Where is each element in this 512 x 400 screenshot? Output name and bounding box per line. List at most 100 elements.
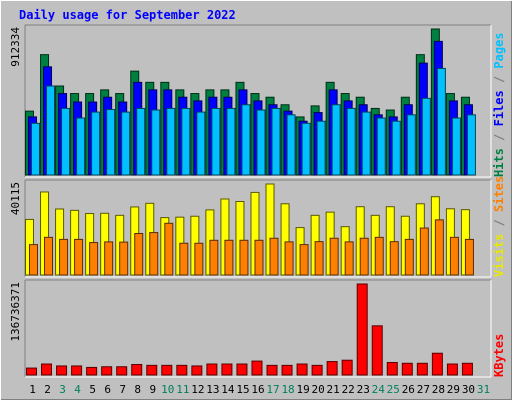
x-tick-label-24: 24	[372, 383, 386, 396]
bar-pages-day-5	[91, 111, 101, 176]
bar-sites-day-21	[329, 237, 339, 276]
x-tick-label-25: 25	[387, 383, 400, 396]
bar-kbytes-day-19	[296, 363, 308, 376]
bar-pages-day-18	[286, 114, 296, 176]
bar-kbytes-day-29	[446, 363, 458, 376]
bar-kbytes-day-3	[56, 365, 68, 376]
bar-pages-day-4	[76, 117, 86, 176]
bar-sites-day-23	[359, 237, 369, 276]
x-tick-label-6: 6	[104, 383, 111, 396]
bar-kbytes-day-16	[251, 360, 263, 376]
x-axis: 1 2 3 4 5 6 7 8 9 10 11 12 13 14 15 16 17 18 19 20 21 22 23 24 2…	[29, 383, 490, 396]
bar-sites-day-7	[119, 241, 129, 276]
bar-kbytes-day-12	[191, 365, 203, 376]
bar-pages-day-28	[436, 67, 446, 176]
x-tick-label-20: 20	[312, 383, 325, 396]
bar-sites-day-1	[29, 244, 38, 276]
x-tick-label-26: 26	[402, 383, 415, 396]
y-max-label: 912334	[9, 27, 22, 67]
bar-kbytes-day-11	[176, 364, 188, 376]
bar-sites-day-22	[344, 241, 354, 276]
x-tick-label-11: 11	[176, 383, 189, 396]
x-tick-label-14: 14	[221, 383, 235, 396]
bar-sites-day-13	[209, 239, 219, 276]
legend-entry: /	[492, 212, 506, 234]
bar-pages-day-15	[241, 104, 251, 176]
bar-sites-day-24	[374, 236, 384, 276]
bar-pages-day-2	[46, 85, 56, 176]
bar-pages-day-30	[466, 114, 476, 176]
bar-pages-day-8	[136, 107, 146, 176]
bar-sites-day-12	[194, 242, 204, 276]
bar-pages-day-11	[181, 107, 191, 176]
x-tick-label-22: 22	[342, 383, 355, 396]
bar-pages-day-24	[376, 117, 386, 176]
x-tick-label-7: 7	[119, 383, 126, 396]
x-tick-label-16: 16	[251, 383, 264, 396]
bar-kbytes-day-15	[236, 363, 248, 376]
bar-pages-day-23	[361, 111, 371, 176]
bar-sites-day-26	[404, 238, 414, 276]
bar-kbytes-day-25	[386, 361, 398, 376]
legend-entry: Pages	[492, 32, 506, 68]
y-max-label: 40115	[9, 182, 22, 215]
bar-sites-day-18	[284, 241, 294, 276]
y-max-label: 136736371	[9, 282, 22, 342]
bar-kbytes-day-1	[26, 367, 37, 376]
series-legend: KBytes	[492, 334, 506, 377]
x-tick-label-28: 28	[432, 383, 445, 396]
legend-entry: /	[492, 126, 506, 148]
x-tick-label-21: 21	[327, 383, 340, 396]
series-legend: Hits / Files / Pages	[492, 32, 506, 177]
legend-entry: Sites	[492, 176, 506, 212]
bar-sites-day-19	[299, 244, 309, 276]
bar-kbytes-day-17	[266, 364, 278, 376]
x-tick-label-10: 10	[161, 383, 174, 396]
bar-kbytes-day-18	[281, 364, 293, 376]
bar-sites-day-16	[254, 239, 264, 276]
bar-pages-day-26	[406, 114, 416, 176]
bar-pages-day-16	[256, 109, 266, 176]
bar-pages-day-25	[391, 120, 401, 176]
bar-kbytes-day-6	[101, 366, 113, 376]
bar-sites-day-15	[239, 239, 249, 276]
legend-entry: Files	[492, 90, 506, 126]
panel-hits-files-pages: 912334 Hits / Files / Pages	[9, 24, 506, 178]
bar-pages-day-3	[61, 107, 71, 176]
bar-sites-day-3	[59, 238, 69, 276]
bar-kbytes-day-27	[416, 362, 428, 376]
bar-sites-day-10	[164, 222, 174, 276]
bar-kbytes-day-28	[431, 352, 443, 376]
bar-pages-day-29	[451, 117, 461, 176]
x-tick-label-29: 29	[447, 383, 460, 396]
bar-kbytes-day-5	[86, 366, 98, 376]
bar-kbytes-day-13	[206, 363, 218, 376]
bar-kbytes-day-9	[146, 364, 158, 376]
chart-panels: 912334 Hits / Files / Pages 40115 Visits / …	[9, 24, 506, 378]
bar-sites-day-29	[449, 236, 459, 276]
x-tick-label-23: 23	[357, 383, 370, 396]
bar-sites-day-17	[269, 237, 279, 276]
legend-entry: Hits	[492, 148, 506, 177]
bar-kbytes-day-8	[131, 363, 143, 376]
bar-pages-day-7	[121, 111, 131, 176]
bar-sites-day-20	[314, 241, 324, 276]
bar-sites-day-8	[134, 232, 144, 276]
bar-kbytes-day-23	[356, 283, 368, 376]
bar-sites-day-5	[89, 242, 99, 276]
bar-sites-day-2	[44, 236, 54, 276]
bar-kbytes-day-24	[371, 325, 383, 376]
bar-sites-day-6	[104, 241, 114, 276]
bar-sites-day-25	[389, 241, 399, 276]
bar-pages-day-10	[166, 107, 176, 176]
bar-kbytes-day-14	[221, 363, 233, 376]
bar-kbytes-day-22	[341, 359, 353, 376]
x-tick-label-12: 12	[191, 383, 204, 396]
bar-kbytes-day-30	[461, 362, 473, 376]
legend-entry: /	[492, 69, 506, 91]
bar-pages-day-17	[271, 107, 281, 176]
legend-entry: KBytes	[492, 334, 506, 377]
legend-entry: Visits	[492, 234, 506, 277]
x-tick-label-2: 2	[44, 383, 51, 396]
